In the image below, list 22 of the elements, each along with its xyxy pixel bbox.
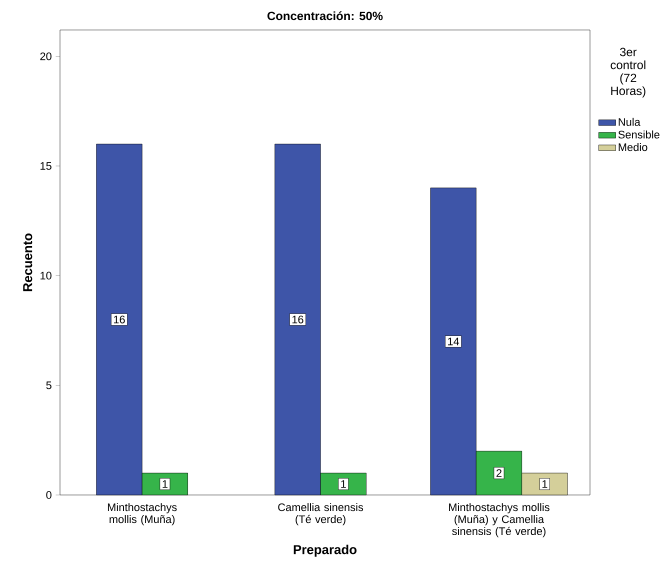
data-label: 16 [292, 316, 304, 324]
x-axis-title: Preparado [294, 544, 357, 557]
data-label: 2 [496, 469, 502, 477]
chart-title: Concentración: 50% [267, 11, 383, 20]
y-tick-label: 15 [40, 162, 52, 170]
y-tick-label: 10 [40, 272, 52, 280]
data-label: 1 [162, 480, 168, 488]
x-tick-label: Camellia sinensis (Té verde) [278, 503, 364, 526]
data-label: 1 [542, 480, 548, 488]
legend-title: 3er control (72 Horas) [610, 48, 646, 98]
y-axis-title: Recuento [23, 233, 32, 292]
legend-label: Medio [618, 143, 648, 152]
y-tick-label: 5 [46, 382, 52, 390]
legend-label: Nula [618, 118, 640, 126]
x-tick-label: Minthostachys mollis (Muña) y Camellia sinensis (Té verde) [449, 503, 550, 538]
y-tick-label: 20 [40, 52, 52, 60]
data-label: 16 [114, 316, 125, 324]
data-label: 14 [448, 338, 460, 346]
data-label: 1 [341, 480, 346, 488]
y-tick-label: 0 [46, 491, 52, 499]
x-tick-label: Minthostachys mollis (Muña) [108, 503, 177, 526]
legend-label: Sensible [618, 130, 660, 138]
